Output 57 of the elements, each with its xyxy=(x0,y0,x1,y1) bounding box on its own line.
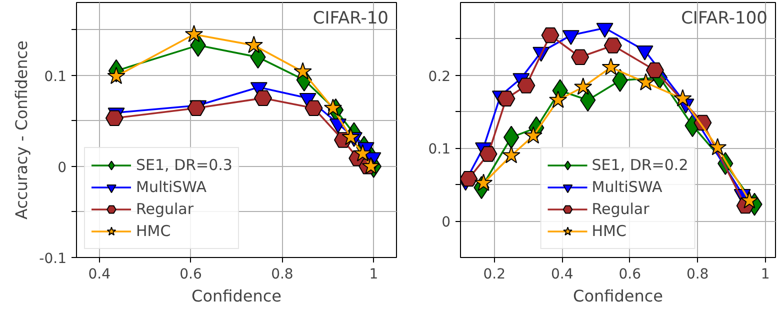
x-tick-label: 0.8 xyxy=(271,266,294,282)
x-tick-label: 1 xyxy=(369,266,378,282)
point xyxy=(184,24,204,42)
point xyxy=(460,170,478,187)
point xyxy=(541,27,560,44)
point xyxy=(474,174,493,191)
y-tick-label: 0.1 xyxy=(428,142,450,158)
point xyxy=(105,110,124,126)
point xyxy=(674,89,692,106)
y-axis-title: Accuracy - Confidence xyxy=(12,40,32,220)
point xyxy=(524,126,542,144)
legend-label: Regular xyxy=(592,200,650,218)
point xyxy=(107,66,126,84)
point xyxy=(574,78,592,95)
x-axis-title: Confidence xyxy=(573,286,663,306)
x-tick-label: 0.4 xyxy=(88,266,111,282)
point xyxy=(244,36,263,54)
y-tick-label: -0.1 xyxy=(39,251,67,267)
y-tick-label: 0 xyxy=(442,214,451,231)
point xyxy=(636,73,655,90)
point xyxy=(497,90,516,107)
point xyxy=(324,98,342,116)
point xyxy=(502,146,520,164)
point xyxy=(294,62,312,80)
point xyxy=(548,90,568,108)
x-axis-title: Confidence xyxy=(192,286,282,306)
legend-label: HMC xyxy=(136,222,171,240)
legend-label: SE1, DR=0.2 xyxy=(592,156,688,174)
point xyxy=(571,49,590,66)
x-tick-label: 0.6 xyxy=(618,266,642,282)
point xyxy=(342,128,360,146)
legend-label: MultiSWA xyxy=(592,178,662,196)
point xyxy=(187,100,206,116)
chart-title: CIFAR-10 xyxy=(312,8,389,28)
x-tick-label: 0.2 xyxy=(483,266,506,282)
point xyxy=(503,126,520,149)
point xyxy=(604,38,622,54)
point xyxy=(602,58,620,76)
point xyxy=(708,138,727,156)
point xyxy=(740,191,758,208)
point xyxy=(254,90,272,106)
legend-label: MultiSWA xyxy=(136,178,206,196)
x-tick-label: 0.8 xyxy=(686,266,709,282)
point xyxy=(646,62,664,78)
legend-label: HMC xyxy=(592,222,626,240)
point xyxy=(517,78,536,94)
x-tick-label: 0.4 xyxy=(550,266,574,282)
y-tick-label: 0 xyxy=(58,160,67,176)
x-tick-label: 0.6 xyxy=(180,266,202,282)
point xyxy=(479,146,498,162)
x-tick-label: 1 xyxy=(760,266,770,282)
point xyxy=(304,100,323,116)
y-tick-label: 0.1 xyxy=(44,68,66,85)
legend-label: SE1, DR=0.3 xyxy=(136,156,232,174)
y-tick-label: 0.2 xyxy=(428,68,450,85)
legend-label: Regular xyxy=(136,200,194,218)
chart-title: CIFAR-100 xyxy=(681,8,768,28)
